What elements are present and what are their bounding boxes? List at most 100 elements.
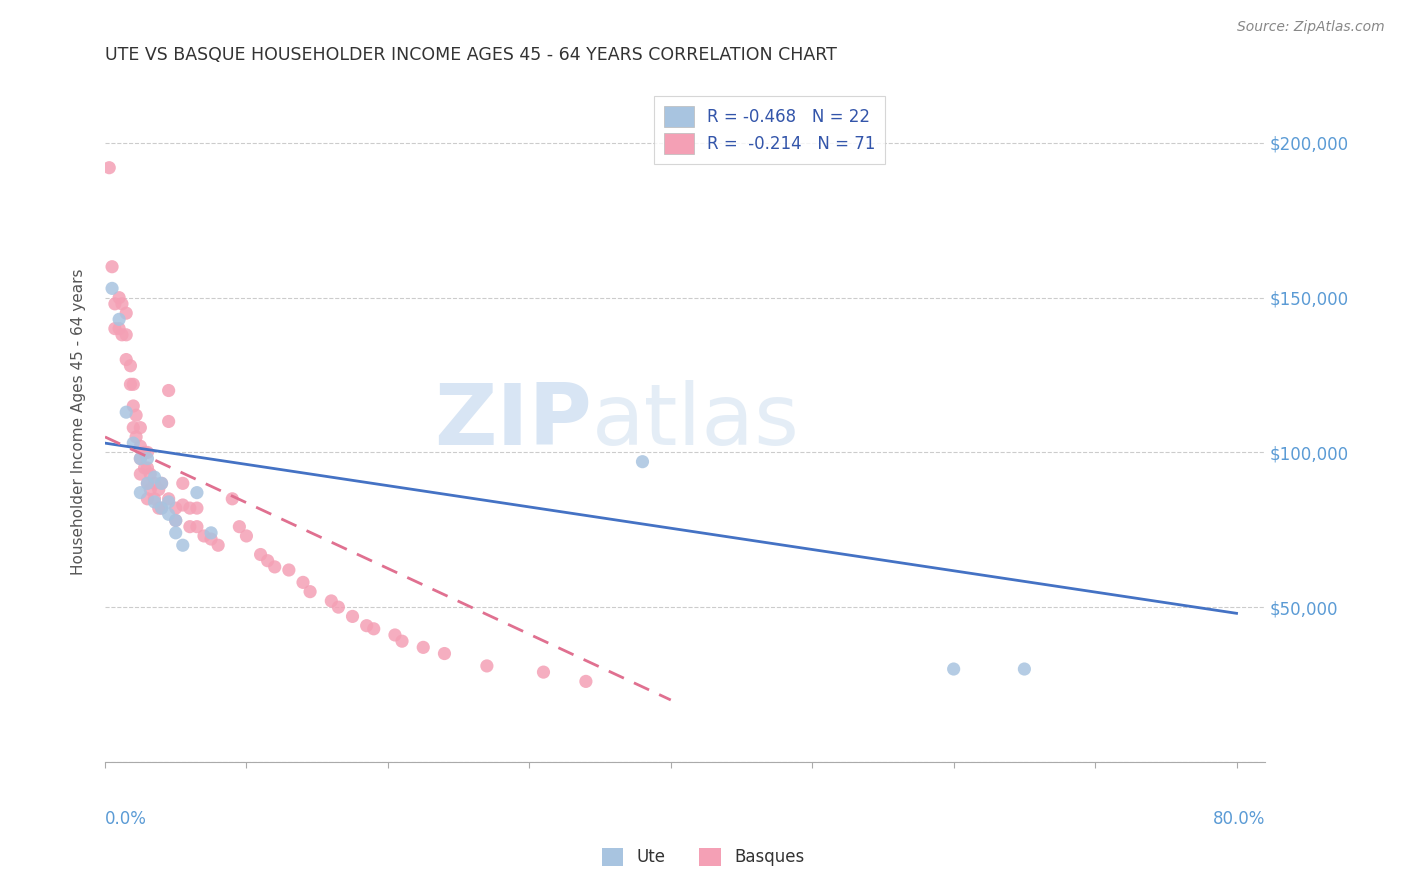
Text: atlas: atlas (592, 380, 800, 463)
Point (148, 483, 170, 497)
Point (143, 495, 166, 509)
Point (533, 665, 555, 679)
Point (292, 575, 315, 590)
Point (942, 662, 965, 676)
Point (342, 609, 364, 624)
Point (122, 377, 145, 392)
Point (111, 297, 134, 311)
Point (108, 291, 131, 305)
Point (98, 161, 121, 175)
Point (129, 420, 152, 434)
Legend: R = -0.468   N = 22, R =  -0.214   N = 71: R = -0.468 N = 22, R = -0.214 N = 71 (654, 96, 886, 163)
Point (150, 476, 173, 491)
Text: Source: ZipAtlas.com: Source: ZipAtlas.com (1237, 20, 1385, 34)
Point (136, 461, 159, 475)
Point (125, 430, 148, 444)
Point (575, 674, 598, 689)
Point (129, 451, 152, 466)
Point (125, 409, 148, 423)
Point (193, 529, 215, 543)
Point (235, 529, 257, 543)
Point (104, 321, 127, 335)
Point (391, 634, 413, 648)
Point (356, 618, 378, 632)
Point (148, 501, 170, 516)
Point (143, 470, 166, 484)
Point (221, 491, 243, 506)
Point (249, 548, 271, 562)
Point (186, 519, 208, 533)
Point (150, 501, 173, 516)
Point (228, 519, 250, 533)
Point (172, 538, 194, 552)
Point (136, 451, 159, 466)
Point (157, 414, 180, 428)
Point (129, 485, 152, 500)
Text: 0.0%: 0.0% (105, 810, 146, 828)
Point (157, 491, 180, 506)
Point (186, 485, 208, 500)
Point (108, 312, 131, 326)
Point (115, 327, 138, 342)
Point (277, 563, 299, 577)
Point (129, 439, 152, 453)
Point (143, 491, 166, 506)
Point (115, 405, 138, 419)
Point (179, 501, 201, 516)
Point (122, 436, 145, 450)
Point (256, 554, 278, 568)
Point (384, 628, 406, 642)
Point (165, 514, 187, 528)
Point (134, 461, 156, 475)
Point (157, 508, 180, 522)
Point (165, 525, 187, 540)
Point (101, 260, 124, 274)
Point (179, 519, 201, 533)
Point (363, 622, 385, 636)
Point (200, 532, 222, 546)
Point (186, 501, 208, 516)
Point (157, 495, 180, 509)
Point (129, 467, 152, 481)
Point (120, 359, 142, 373)
Point (172, 498, 194, 512)
Point (475, 659, 498, 673)
Point (111, 327, 134, 342)
Point (139, 483, 162, 497)
Point (101, 281, 124, 295)
Text: ZIP: ZIP (434, 380, 592, 463)
Point (165, 501, 187, 516)
Point (172, 476, 194, 491)
Point (104, 297, 127, 311)
Point (207, 538, 229, 552)
Point (136, 476, 159, 491)
Point (157, 384, 180, 398)
Point (328, 600, 350, 615)
Point (108, 321, 131, 335)
Point (150, 476, 173, 491)
Point (143, 476, 166, 491)
Point (115, 306, 138, 320)
Point (136, 491, 159, 506)
Y-axis label: Householder Income Ages 45 - 64 years: Householder Income Ages 45 - 64 years (72, 268, 86, 574)
Point (134, 445, 156, 459)
Text: 80.0%: 80.0% (1212, 810, 1265, 828)
Point (136, 476, 159, 491)
Point (115, 352, 138, 367)
Point (299, 584, 322, 599)
Point (129, 451, 152, 466)
Point (165, 514, 187, 528)
Point (433, 647, 456, 661)
Point (631, 455, 654, 469)
Point (122, 399, 145, 413)
Point (1014, 662, 1036, 676)
Point (136, 445, 159, 459)
Point (150, 501, 173, 516)
Point (412, 640, 434, 655)
Point (139, 467, 162, 481)
Legend: Ute, Basques: Ute, Basques (595, 841, 811, 873)
Point (200, 525, 222, 540)
Point (122, 420, 145, 434)
Point (120, 377, 142, 392)
Point (263, 560, 285, 574)
